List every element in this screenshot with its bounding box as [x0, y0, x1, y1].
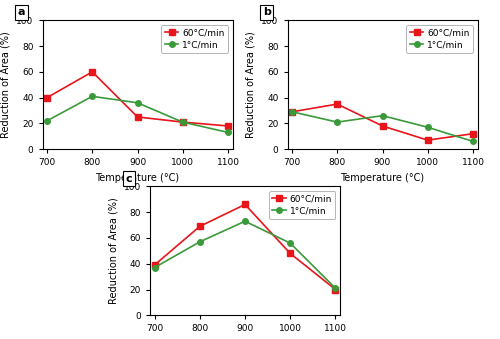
60°C/min — [134, 115, 140, 119]
Line: 1°C/min: 1°C/min — [289, 109, 476, 144]
1°C/min — [332, 286, 338, 290]
Legend: 60°C/min, 1°C/min: 60°C/min, 1°C/min — [161, 25, 228, 53]
Legend: 60°C/min, 1°C/min: 60°C/min, 1°C/min — [406, 25, 473, 53]
X-axis label: Temperature (°C): Temperature (°C) — [340, 173, 424, 183]
1°C/min — [470, 139, 476, 143]
Line: 1°C/min: 1°C/min — [44, 94, 231, 135]
1°C/min — [90, 94, 96, 98]
Y-axis label: Reduction of Area (%): Reduction of Area (%) — [108, 198, 118, 304]
60°C/min — [225, 124, 231, 128]
Line: 60°C/min: 60°C/min — [289, 101, 476, 143]
60°C/min — [424, 138, 430, 142]
60°C/min — [289, 110, 295, 114]
Y-axis label: Reduction of Area (%): Reduction of Area (%) — [246, 32, 256, 138]
1°C/min — [380, 114, 386, 118]
Line: 1°C/min: 1°C/min — [152, 218, 338, 291]
Text: a: a — [18, 7, 26, 17]
Y-axis label: Reduction of Area (%): Reduction of Area (%) — [0, 32, 10, 138]
1°C/min — [242, 219, 248, 223]
60°C/min — [90, 70, 96, 74]
60°C/min — [242, 202, 248, 206]
60°C/min — [332, 287, 338, 292]
1°C/min — [334, 120, 340, 124]
X-axis label: Temperature (°C): Temperature (°C) — [96, 173, 180, 183]
60°C/min — [470, 132, 476, 136]
1°C/min — [197, 240, 203, 244]
1°C/min — [44, 119, 50, 123]
Legend: 60°C/min, 1°C/min: 60°C/min, 1°C/min — [268, 191, 336, 219]
Text: b: b — [263, 7, 270, 17]
1°C/min — [225, 131, 231, 135]
60°C/min — [197, 224, 203, 228]
Line: 60°C/min: 60°C/min — [152, 202, 338, 292]
1°C/min — [287, 241, 293, 245]
Line: 60°C/min: 60°C/min — [44, 69, 231, 129]
Text: c: c — [126, 174, 132, 183]
60°C/min — [180, 120, 186, 124]
60°C/min — [334, 102, 340, 106]
1°C/min — [152, 265, 158, 270]
1°C/min — [134, 101, 140, 105]
60°C/min — [44, 96, 50, 100]
1°C/min — [180, 120, 186, 124]
60°C/min — [287, 252, 293, 256]
1°C/min — [424, 125, 430, 129]
60°C/min — [152, 263, 158, 267]
1°C/min — [289, 110, 295, 114]
60°C/min — [380, 124, 386, 128]
